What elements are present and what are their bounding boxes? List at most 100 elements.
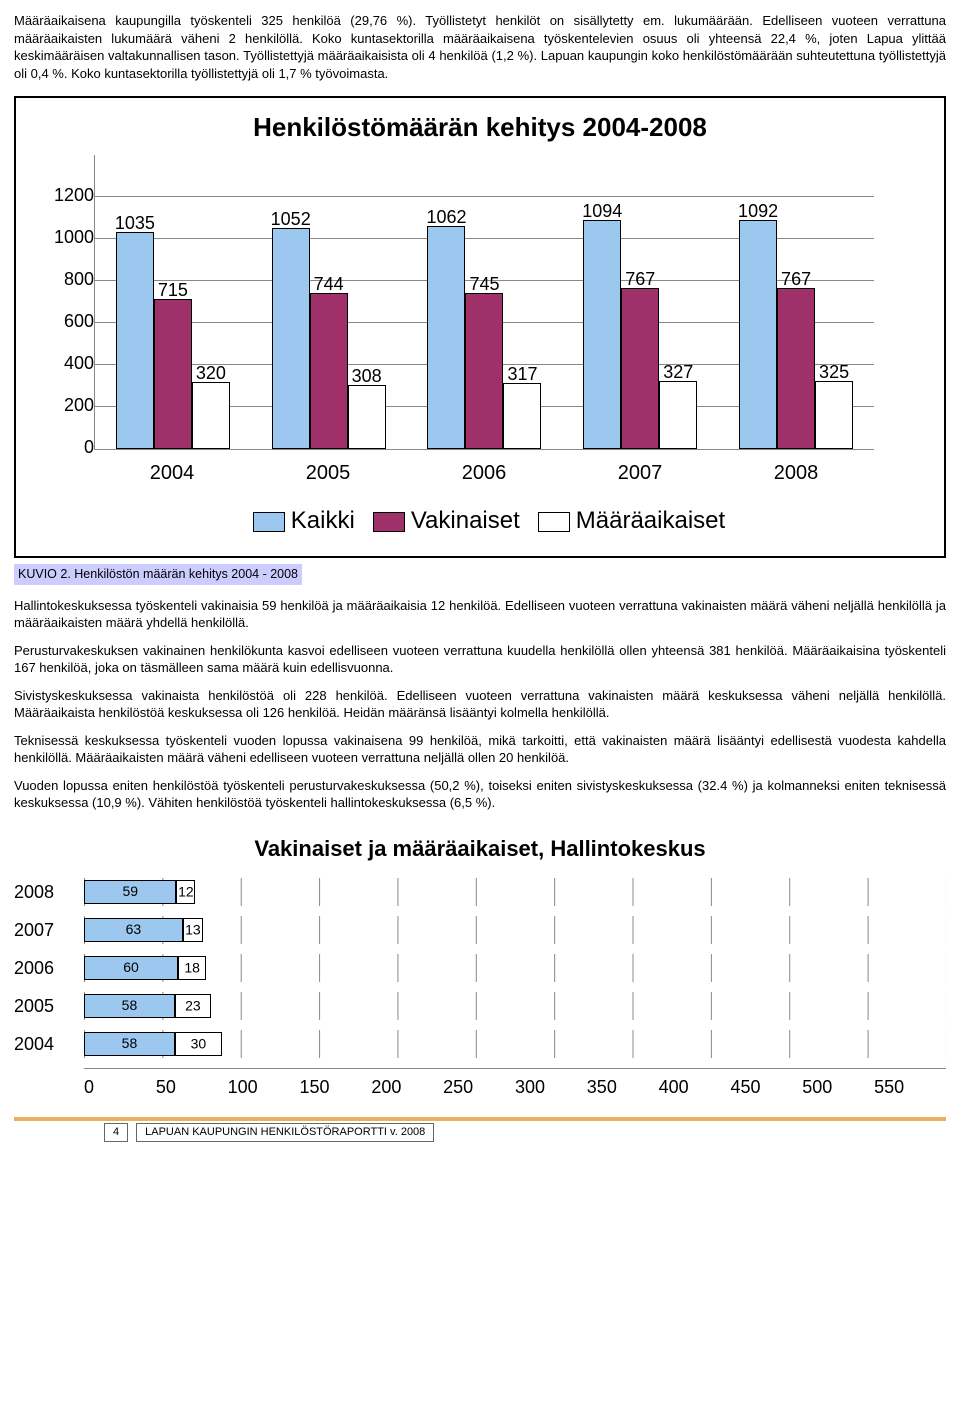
legend-label: Kaikki — [291, 507, 355, 534]
chart1-bar-label: 325 — [819, 360, 849, 384]
chart1-bar-label: 308 — [352, 364, 382, 388]
chart2-xtick: 400 — [659, 1075, 731, 1099]
chart2-bar-a: 59 — [84, 880, 176, 904]
chart2-xtick: 550 — [874, 1075, 946, 1099]
chart2-track: 6313 — [84, 916, 946, 944]
chart1-bar: 325 — [815, 381, 853, 449]
chart2-bar-b-label: 30 — [191, 1034, 207, 1053]
chart1-frame: Henkilöstömäärän kehitys 2004-2008 1200 1… — [14, 96, 946, 557]
chart2-xtick: 150 — [299, 1075, 371, 1099]
chart1-bar: 1092 — [739, 220, 777, 449]
chart1-bar-label: 745 — [469, 272, 499, 296]
chart1-bar: 767 — [621, 288, 659, 449]
chart1-xaxis: 20042005200620072008 — [94, 450, 874, 487]
chart1-bar-label: 1035 — [115, 211, 155, 235]
chart1-bar: 1062 — [427, 226, 465, 449]
chart1-title: Henkilöstömäärän kehitys 2004-2008 — [16, 110, 944, 145]
chart2-track: 60 18 — [84, 954, 946, 982]
legend-swatch — [253, 512, 285, 532]
chart2-ylabel: 2004 — [14, 1032, 84, 1056]
chart1-bar: 767 — [777, 288, 815, 449]
chart1-bar-label: 767 — [625, 267, 655, 291]
page-number: 4 — [104, 1123, 128, 1142]
chart1-bar: 308 — [348, 385, 386, 450]
chart2-track: 5912 — [84, 878, 946, 906]
page-footer: 4 LAPUAN KAUPUNGIN HENKILÖSTÖRAPORTTI v.… — [14, 1117, 946, 1142]
chart2-row: 200458 30 — [14, 1030, 946, 1058]
chart2-row: 20085912 — [14, 878, 946, 906]
chart1-ytick: 600 — [64, 309, 94, 333]
chart2-title: Vakinaiset ja määräaikaiset, Hallintokes… — [14, 834, 946, 864]
chart2-rows: 20085912 20076313 200660 18 200558 23 200458 30 — [14, 878, 946, 1058]
chart2-bar-b-label: 18 — [184, 958, 200, 977]
chart1-bar: 744 — [310, 293, 348, 449]
chart2-bar-b-label: 12 — [178, 882, 194, 901]
chart1-bar: 320 — [192, 382, 230, 449]
chart2-axis-line — [84, 1068, 946, 1075]
chart1-bar-label: 320 — [196, 361, 226, 385]
chart1-bar: 1035 — [116, 232, 154, 449]
chart2-bar-a: 63 — [84, 918, 183, 942]
chart2-xtick: 300 — [515, 1075, 587, 1099]
chart2-xaxis: 050100150200250300350400450500550 — [84, 1075, 946, 1099]
intro-paragraph: Määräaikaisena kaupungilla työskenteli 3… — [14, 12, 946, 82]
chart1-bar: 1094 — [583, 220, 621, 450]
body-p5: Teknisessä keskuksessa työskenteli vuode… — [14, 732, 946, 767]
legend-label: Vakinaiset — [411, 507, 520, 534]
chart2-ylabel: 2008 — [14, 880, 84, 904]
chart2-track: 58 30 — [84, 1030, 946, 1058]
chart1-bar-label: 1062 — [426, 205, 466, 229]
chart2-bar-a: 60 — [84, 956, 178, 980]
chart2-bar-b-label: 23 — [185, 996, 201, 1015]
legend-label: Määräaikaiset — [576, 507, 725, 534]
chart2-xtick: 350 — [587, 1075, 659, 1099]
chart1-bar: 745 — [465, 293, 503, 449]
legend-swatch — [373, 512, 405, 532]
chart1-ytick: 200 — [64, 393, 94, 417]
chart1-bar: 715 — [154, 299, 192, 449]
chart2-track: 58 23 — [84, 992, 946, 1020]
chart1-xtick: 2008 — [718, 450, 874, 487]
body-p4: Sivistyskeskuksessa vakinaista henkilöst… — [14, 687, 946, 722]
chart2-row: 200660 18 — [14, 954, 946, 982]
chart2-ylabel: 2005 — [14, 994, 84, 1018]
chart1-bar-label: 327 — [663, 360, 693, 384]
chart2-xtick: 0 — [84, 1075, 156, 1099]
chart2-xtick: 50 — [156, 1075, 228, 1099]
chart2-xtick: 200 — [371, 1075, 443, 1099]
chart1-xtick: 2004 — [94, 450, 250, 487]
footer-text: LAPUAN KAUPUNGIN HENKILÖSTÖRAPORTTI v. 2… — [136, 1123, 434, 1142]
chart1-xtick: 2007 — [562, 450, 718, 487]
chart1-bar-label: 1092 — [738, 199, 778, 223]
chart1-legend: Kaikki Vakinaiset Määräaikaiset — [16, 505, 944, 537]
chart2-row: 200558 23 — [14, 992, 946, 1020]
chart2-ylabel: 2006 — [14, 956, 84, 980]
chart1-caption: KUVIO 2. Henkilöstön määrän kehitys 2004… — [14, 564, 302, 585]
body-p6: Vuoden lopussa eniten henkilöstöä työske… — [14, 777, 946, 812]
chart1-plot: 1035715320105274430810627453171094767327… — [94, 155, 874, 450]
chart1-ytick: 1000 — [54, 225, 94, 249]
chart2-bar-a: 58 — [84, 1032, 175, 1056]
chart1-xtick: 2005 — [250, 450, 406, 487]
chart1-bar-label: 715 — [158, 278, 188, 302]
chart1-bar-label: 744 — [314, 272, 344, 296]
chart1-bar-label: 767 — [781, 267, 811, 291]
chart1-bar-label: 1052 — [271, 207, 311, 231]
chart2-bar-b-label: 13 — [185, 920, 201, 939]
chart1-ytick: 1200 — [54, 183, 94, 207]
chart1-xtick: 2006 — [406, 450, 562, 487]
chart1-bar: 317 — [503, 383, 541, 450]
chart1-bar-label: 317 — [507, 362, 537, 386]
chart2-xtick: 450 — [730, 1075, 802, 1099]
chart1-ytick: 0 — [84, 435, 94, 459]
body-p2: Hallintokeskuksessa työskenteli vakinais… — [14, 597, 946, 632]
chart1-ytick: 800 — [64, 267, 94, 291]
chart1-ytick: 400 — [64, 351, 94, 375]
chart1-bar: 1052 — [272, 228, 310, 449]
chart1-bar-label: 1094 — [582, 199, 622, 223]
chart1-yaxis: 120010008006004002000 — [16, 155, 94, 449]
chart2-bar-a: 58 — [84, 994, 175, 1018]
legend-swatch — [538, 512, 570, 532]
chart2-xtick: 100 — [228, 1075, 300, 1099]
chart2-row: 20076313 — [14, 916, 946, 944]
